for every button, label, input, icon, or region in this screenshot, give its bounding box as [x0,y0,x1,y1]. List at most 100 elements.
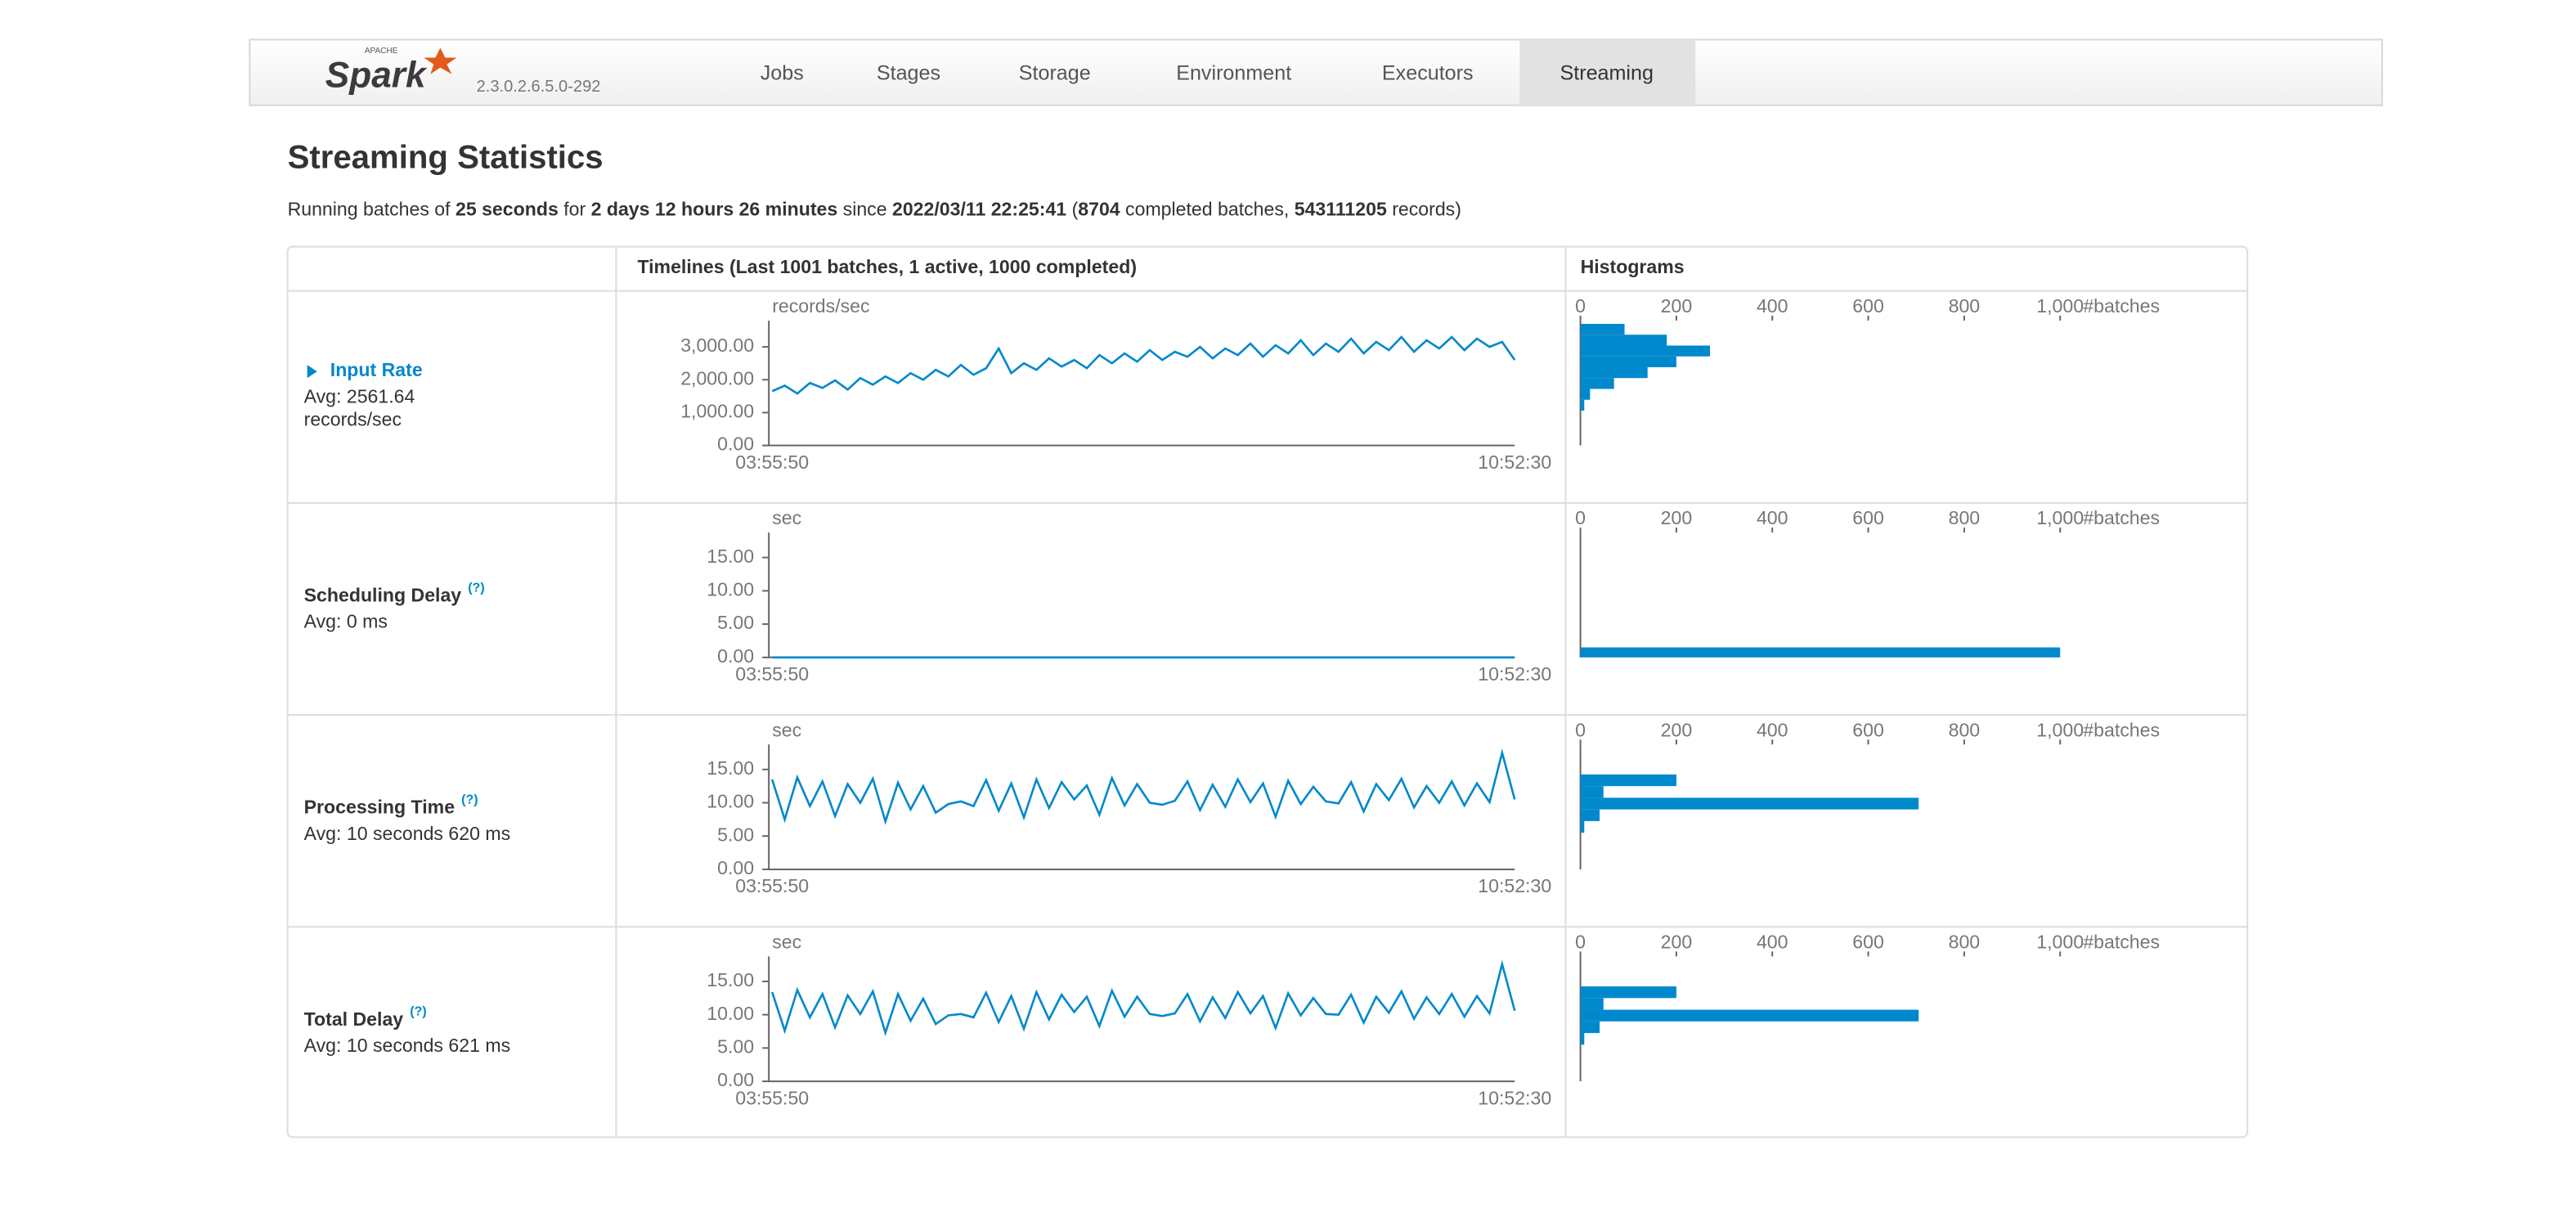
hist-bar [1580,378,1614,389]
y-axis-label: sec [772,507,801,528]
metric-name-text: Input Rate [330,359,423,380]
x-tick-label: 03:55:50 [735,1087,809,1108]
hist-bar [1580,367,1648,379]
hist-tick-label: 400 [1757,295,1788,317]
summary-part: for [559,198,591,219]
hist-tick-label: 600 [1852,295,1884,317]
hist-tick-label: 600 [1852,719,1884,740]
nav-bar [249,38,2383,106]
x-tick-label: 03:55:50 [735,451,809,473]
hist-tick-label: 800 [1949,295,1981,317]
timeline-line [771,335,1516,395]
hist-tick-label: 400 [1757,507,1788,528]
x-tick-label: 10:52:30 [1478,451,1551,473]
y-tick-label: 5.00 [717,824,754,845]
y-tick-label: 10.00 [707,791,754,812]
y-tick-label: 2,000.00 [680,367,754,388]
hist-bar [1580,1021,1600,1034]
y-tick-label: 10.00 [707,578,754,600]
hist-tick-label: 1,000 [2036,719,2084,740]
y-axis-label: sec [772,719,801,740]
help-icon[interactable]: (?) [468,581,485,595]
brand[interactable]: Spark [325,55,428,95]
hist-tick-label: 600 [1852,507,1884,528]
y-tick-label: 10.00 [707,1003,754,1024]
hist-bar [1580,356,1676,368]
metric-name[interactable]: Input Rate [330,359,423,380]
hist-tick-label: 1,000 [2036,931,2084,952]
hist-bar [1580,647,2061,658]
y-tick-label: 0.00 [717,1069,754,1090]
expand-icon [307,365,317,379]
y-tick-label: 5.00 [717,612,754,633]
summary-part: 543111205 [1295,198,1387,219]
hist-tick-label: 800 [1949,719,1981,740]
active-tab-bg [1519,39,1696,106]
nav-tab[interactable]: Environment [1176,61,1291,84]
metric-avg: Avg: 0 ms [304,611,388,632]
y-axis-label: records/sec [772,295,869,317]
hist-bar [1580,345,1710,357]
summary-part: completed batches, [1120,198,1295,219]
help-icon[interactable]: (?) [410,1004,427,1019]
metric-avg: Avg: 10 seconds 620 ms [304,823,510,844]
summary-part: 25 seconds [456,198,559,219]
y-axis [768,532,1515,658]
hist-tick-label: 200 [1661,507,1693,528]
y-tick-label: 3,000.00 [680,335,754,356]
hist-tick-label: 400 [1757,931,1788,952]
summary-part: Running batches of [288,198,456,219]
hist-tick-label: 200 [1661,931,1693,952]
metric-name: Total Delay (?) [304,1004,427,1030]
x-tick-label: 10:52:30 [1478,875,1551,896]
summary-part: 2022/03/11 22:25:41 [892,198,1066,219]
hist-axis-label: #batches [2083,295,2160,317]
nav-tab[interactable]: Storage [1019,61,1091,84]
brand-prefix: APACHE [365,47,398,56]
help-icon[interactable]: (?) [461,793,478,807]
hist-bar [1580,998,1604,1010]
metric-name: Processing Time (?) [304,793,478,818]
hist-tick-label: 800 [1949,507,1981,528]
hist-tick-label: 200 [1661,295,1693,317]
hist-axis-label: #batches [2083,507,2160,528]
table-header: Histograms [1581,256,1685,277]
hist-tick-label: 0 [1575,719,1586,740]
y-tick-label: 15.00 [707,969,754,990]
summary-part: 2 days 12 hours 26 minutes [591,198,838,219]
y-tick-label: 5.00 [717,1035,754,1057]
metric-name-text: Total Delay [304,1008,404,1030]
y-tick-label: 15.00 [707,546,754,567]
y-tick-label: 0.00 [717,645,754,667]
y-tick-label: 0.00 [717,433,754,455]
nav-tab[interactable]: Streaming [1560,61,1654,84]
nav-tab[interactable]: Jobs [761,61,804,84]
x-tick-label: 10:52:30 [1478,1087,1551,1108]
page-title: Streaming Statistics [288,139,604,176]
x-tick-label: 03:55:50 [735,875,809,896]
hist-bar [1580,323,1625,335]
hist-tick-label: 1,000 [2036,507,2084,528]
hist-bar [1580,1009,1919,1022]
nav-tab[interactable]: Executors [1382,61,1474,84]
hist-tick-label: 0 [1575,507,1586,528]
x-tick-label: 03:55:50 [735,663,809,685]
nav-tab[interactable]: Stages [877,61,940,84]
hist-tick-label: 1,000 [2036,295,2084,317]
hist-bar [1580,399,1585,411]
hist-tick-label: 800 [1949,931,1981,952]
y-tick-label: 0.00 [717,857,754,878]
y-axis-label: sec [772,931,801,952]
hist-bar [1580,1033,1585,1045]
summary-part: since [837,198,892,219]
hist-tick-label: 200 [1661,719,1693,740]
hist-tick-label: 0 [1575,295,1586,317]
summary-part: records) [1387,198,1461,219]
hist-bar [1580,335,1667,346]
timeline-line [770,748,1516,825]
hist-bar [1580,774,1676,787]
hist-tick-label: 400 [1757,719,1788,740]
hist-tick-label: 600 [1852,931,1884,952]
